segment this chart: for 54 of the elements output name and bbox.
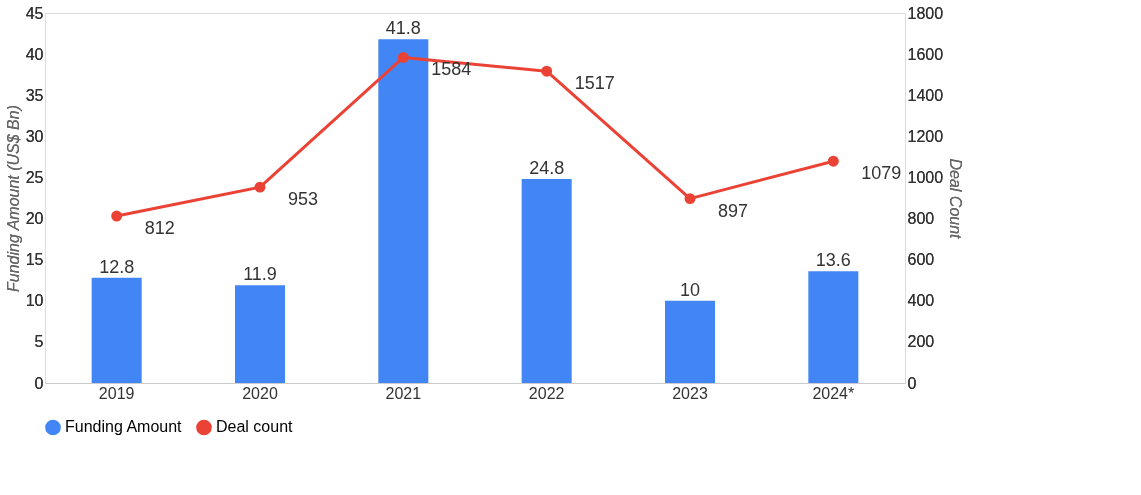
y2-tick-label: 1400 — [907, 86, 944, 104]
data-label: 1584 — [431, 59, 472, 80]
x-tick-label: 2019 — [98, 384, 135, 402]
y-tick-label: 20 — [25, 210, 44, 228]
y-tick-label: 15 — [25, 251, 44, 269]
point — [684, 193, 696, 205]
y-tick-label: 45 — [25, 4, 44, 22]
bar — [91, 277, 142, 383]
point — [827, 155, 839, 167]
bar — [235, 285, 285, 383]
bar — [665, 300, 715, 383]
data-label: 11.9 — [243, 264, 277, 285]
legend-label: Deal count — [216, 418, 294, 436]
y2-tick-label: 600 — [907, 251, 935, 269]
bar — [521, 179, 572, 383]
point — [111, 210, 123, 222]
y2-tick-label: 1800 — [907, 4, 944, 22]
x-tick-label: 2020 — [242, 384, 278, 402]
y-tick-label: 40 — [25, 45, 44, 63]
data-label: 41.8 — [385, 18, 421, 39]
y-tick-label: 5 — [34, 333, 44, 351]
x-tick-label: 2021 — [385, 384, 422, 402]
y-tick-label: 10 — [25, 292, 44, 310]
y2-tick-label: 1200 — [907, 127, 944, 145]
data-label: 10 — [679, 279, 701, 300]
bar — [808, 271, 859, 383]
x-tick-label: 2024* — [812, 384, 855, 402]
y2-tick-label: 200 — [907, 333, 935, 351]
point — [541, 65, 553, 77]
y-tick-label: 30 — [25, 127, 44, 145]
x-tick-label: 2022 — [528, 384, 565, 402]
y2-axis-title: Deal Count — [947, 158, 965, 240]
data-label: 897 — [718, 200, 749, 221]
data-label: 24.8 — [529, 158, 565, 179]
x-tick-label: 2023 — [672, 384, 708, 402]
bar — [378, 39, 429, 383]
y2-tick-label: 400 — [907, 292, 935, 310]
y2-tick-label: 1600 — [907, 45, 944, 63]
point — [254, 181, 266, 193]
data-label: 12.8 — [99, 256, 135, 277]
data-label: 812 — [144, 218, 175, 239]
data-label: 1517 — [574, 73, 615, 94]
y-tick-label: 35 — [25, 86, 44, 104]
y2-tick-label: 800 — [907, 210, 935, 228]
y2-tick-label: 0 — [907, 374, 917, 392]
y-axis-title: Funding Amount (US$ Bn) — [4, 104, 22, 293]
y-tick-label: 0 — [34, 374, 44, 392]
y-tick-label: 25 — [25, 168, 44, 186]
data-label: 13.6 — [815, 250, 851, 271]
point — [397, 51, 409, 63]
data-label: 1079 — [861, 163, 902, 184]
y2-tick-label: 1000 — [907, 168, 944, 186]
legend-label: Funding Amount — [65, 418, 183, 436]
data-label: 953 — [288, 189, 319, 210]
